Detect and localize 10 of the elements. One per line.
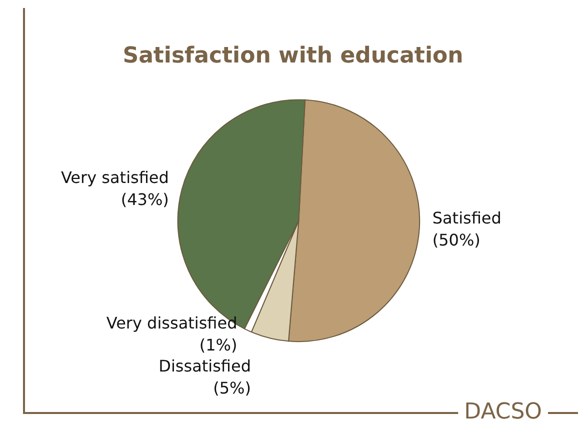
slice-label: Dissatisfied: [158, 356, 252, 376]
data-label: (43%): [120, 190, 169, 210]
text: DACSO: [464, 400, 542, 424]
slice-label: Very satisfied: [60, 168, 169, 188]
data-label: (1%): [199, 336, 238, 355]
data-label: (50%): [432, 230, 480, 250]
slice-label: Satisfied: [432, 208, 502, 228]
chart-title: Satisfaction with education: [122, 44, 464, 68]
data-label: (5%): [213, 378, 252, 398]
slice-label: Very dissatisfied: [106, 314, 238, 333]
